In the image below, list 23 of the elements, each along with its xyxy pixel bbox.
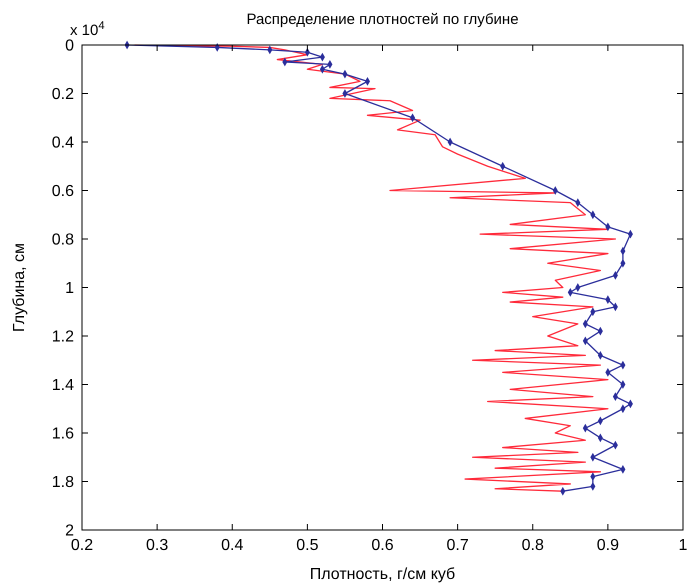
x-tick-label: 0.8: [522, 537, 544, 554]
x-tick-label: 0.4: [221, 537, 244, 554]
y-tick-label: 0.6: [52, 183, 74, 200]
y-tick-label: 1: [65, 280, 74, 298]
x-tick-label: 0.6: [371, 537, 394, 554]
y-tick-label: 0.8: [52, 232, 74, 249]
chart-title: Распределение плотностей по глубине: [246, 11, 519, 28]
text: x 10$^{4}$: [70, 20, 105, 39]
y-tick-label: 1.6: [52, 426, 74, 443]
x-axis-title: Плотность, г/см куб: [310, 566, 456, 583]
y-tick-label: 0: [65, 38, 74, 55]
y-tick-label: 1.8: [52, 474, 74, 492]
y-tick-label: 1.2: [52, 328, 74, 346]
y-tick-label: 2: [65, 522, 74, 540]
y-tick-label: 0.2: [52, 86, 74, 104]
x-tick-label: 0.9: [596, 537, 620, 554]
y-tick-label: 0.4: [52, 134, 74, 152]
y-axis-title: Глубина, см: [11, 242, 28, 332]
x-tick-label: 0.7: [446, 537, 469, 554]
x-tick-label: 0.3: [146, 537, 168, 554]
y-tick-label: 1.4: [52, 377, 74, 394]
x-tick-label: 1: [678, 537, 688, 554]
x-tick-label: 0.5: [296, 537, 319, 554]
